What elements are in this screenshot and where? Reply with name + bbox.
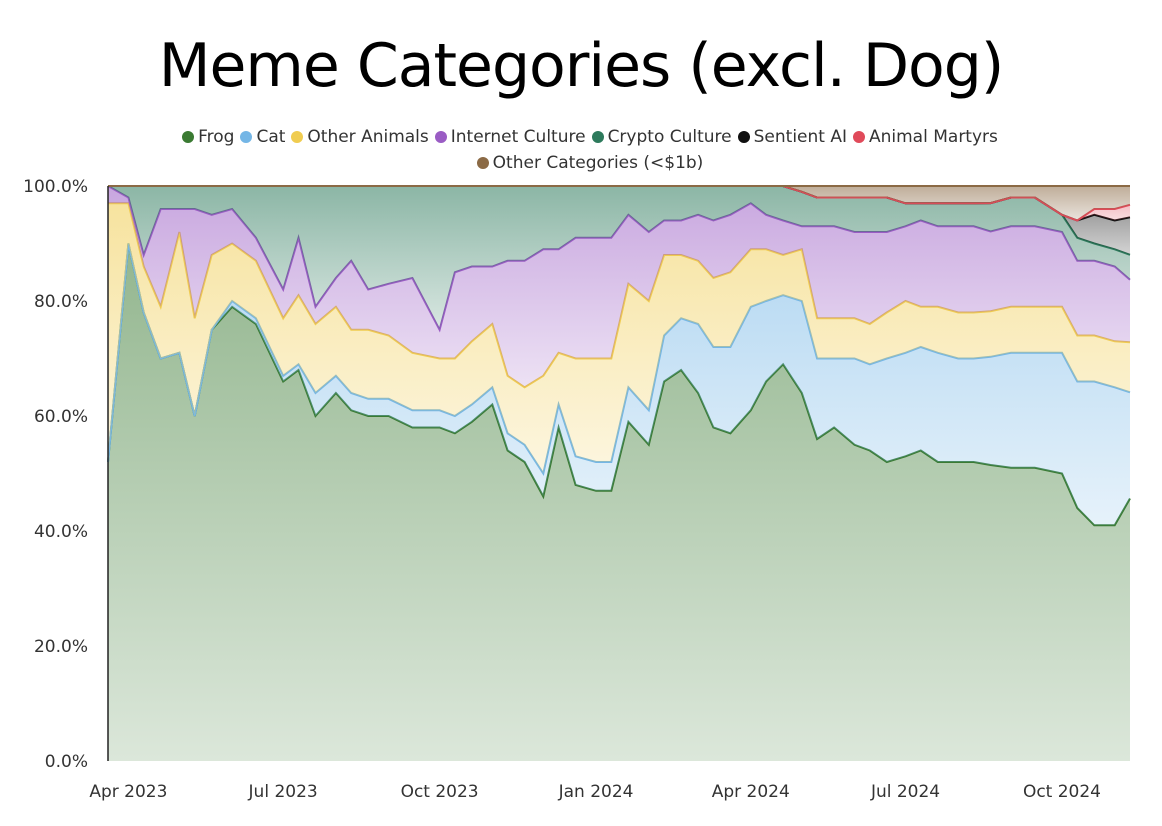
legend-label: Sentient AI <box>753 127 847 147</box>
legend-label: Internet Culture <box>450 127 586 147</box>
y-tick-label: 40.0% <box>34 522 88 542</box>
legend-swatch <box>182 131 195 143</box>
legend-item[interactable]: Sentient AI <box>737 124 847 150</box>
legend-swatch <box>240 131 253 143</box>
legend-label: Crypto Culture <box>607 127 732 147</box>
legend-swatch <box>476 157 489 169</box>
area-cat <box>108 243 1130 526</box>
legend-item[interactable]: Animal Martyrs <box>853 124 998 150</box>
legend-row: Frog Cat Other Animals Internet Culture Cryp… <box>90 124 1090 150</box>
x-tick-label: Jul 2023 <box>248 782 318 802</box>
y-tick-label: 0.0% <box>45 752 88 772</box>
legend-label: Other Animals <box>307 127 429 147</box>
legend-row: Other Categories (<$1b) <box>90 150 1090 176</box>
legend-item[interactable]: Crypto Culture <box>591 124 732 150</box>
y-tick-label: 100.0% <box>23 177 88 197</box>
area-layers <box>107 185 1131 761</box>
legend-item[interactable]: Other Categories (<$1b) <box>476 150 704 176</box>
area-internet-culture <box>108 186 1130 388</box>
legend-item[interactable]: Frog <box>182 124 234 150</box>
x-tick-label: Jan 2024 <box>558 782 634 802</box>
x-tick-label: Apr 2024 <box>712 782 790 802</box>
x-tick-label: Oct 2023 <box>401 782 479 802</box>
legend-swatch <box>737 131 750 143</box>
area-other-animals <box>108 203 1130 474</box>
area-crypto-culture <box>108 186 1130 330</box>
area-frog <box>108 243 1130 761</box>
legend-swatch <box>291 131 304 143</box>
legend-item[interactable]: Other Animals <box>291 124 429 150</box>
legend-label: Animal Martyrs <box>869 127 998 147</box>
area-other-categories-1b- <box>108 186 1130 221</box>
x-tick-label: Apr 2023 <box>89 782 167 802</box>
legend-label: Frog <box>198 127 235 147</box>
y-tick-label: 20.0% <box>34 637 88 657</box>
tick-labels: 0.0% 20.0% 40.0% 60.0% 80.0% 100.0% Apr 2023 Ju… <box>23 177 1101 802</box>
x-tick-label: Jul 2024 <box>870 782 940 802</box>
legend: Frog Cat Other Animals Internet Culture Cryp… <box>90 124 1090 176</box>
legend-item[interactable]: Internet Culture <box>434 124 586 150</box>
legend-swatch <box>434 131 447 143</box>
legend-swatch <box>853 131 865 143</box>
y-tick-label: 60.0% <box>34 407 88 427</box>
legend-swatch <box>591 131 604 143</box>
legend-item[interactable]: Cat <box>240 124 285 150</box>
chart-title: Meme Categories (excl. Dog) <box>158 31 1005 101</box>
legend-label: Other Categories (<$1b) <box>492 153 704 173</box>
x-tick-label: Oct 2024 <box>1023 782 1101 802</box>
y-tick-label: 80.0% <box>34 292 88 312</box>
legend-label: Cat <box>256 127 286 147</box>
